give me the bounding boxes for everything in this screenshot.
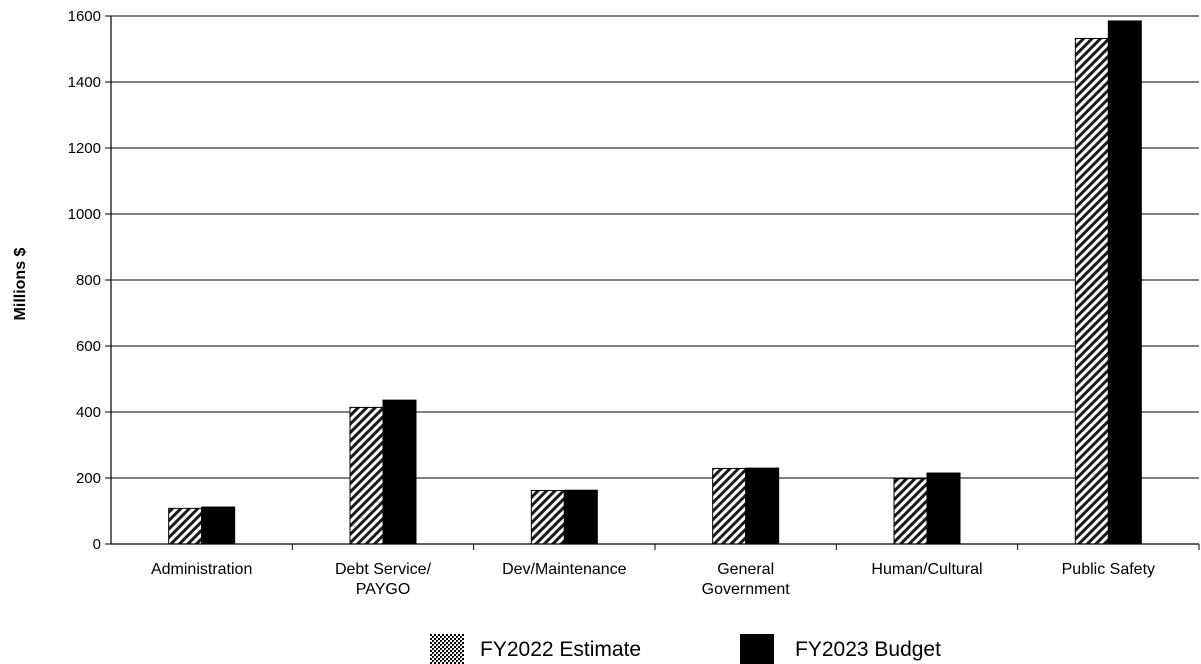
bars	[168, 20, 1142, 545]
x-category-label: Debt Service/	[335, 561, 432, 578]
x-category-label: Administration	[151, 561, 252, 578]
y-tick-label: 0	[93, 536, 101, 553]
y-tick-label: 800	[76, 272, 101, 289]
bar-fy2022-estimate	[712, 467, 747, 545]
x-axis-labels: Administration Debt Service/PAYGO Dev/Main…	[151, 561, 1155, 598]
bar-fy2023-budget	[926, 472, 961, 545]
y-tick-label: 600	[76, 338, 101, 355]
legend-label: FY2022 Estimate	[480, 638, 641, 661]
x-category-label: General	[717, 561, 774, 578]
x-category-label: PAYGO	[356, 581, 411, 598]
x-category-label: Public Safety	[1062, 561, 1155, 578]
legend-label: FY2023 Budget	[795, 638, 941, 661]
bar-fy2023-budget	[1107, 20, 1142, 545]
gridlines	[111, 15, 1199, 545]
bar-fy2022-estimate	[349, 406, 384, 545]
y-tick-label: 1600	[68, 8, 101, 25]
axes	[110, 16, 1200, 550]
y-tick-label: 1200	[68, 140, 101, 157]
x-category-label: Human/Cultural	[871, 561, 982, 578]
legend-swatch	[740, 634, 774, 664]
x-category-label: Government	[702, 581, 791, 598]
bar-fy2022-estimate	[1074, 37, 1109, 545]
y-tick-label: 1000	[68, 206, 101, 223]
bar-fy2022-estimate	[530, 490, 565, 545]
x-category-label: Dev/Maintenance	[502, 561, 627, 578]
legend-swatch	[430, 634, 464, 664]
y-axis-title: Millions $	[12, 247, 29, 320]
legend: FY2022 Estimate FY2023 Budget	[430, 634, 941, 664]
y-axis-ticks: 0 200 400 600 800 1000 1200 1400 1600	[68, 8, 111, 553]
bar-fy2022-estimate	[168, 507, 203, 545]
bar-fy2023-budget	[563, 489, 598, 545]
bar-fy2023-budget	[382, 399, 417, 545]
y-tick-label: 400	[76, 404, 101, 421]
bar-fy2023-budget	[201, 506, 236, 545]
bar-fy2023-budget	[745, 467, 780, 545]
bar-fy2022-estimate	[893, 478, 928, 545]
y-tick-label: 200	[76, 470, 101, 487]
y-tick-label: 1400	[68, 74, 101, 91]
